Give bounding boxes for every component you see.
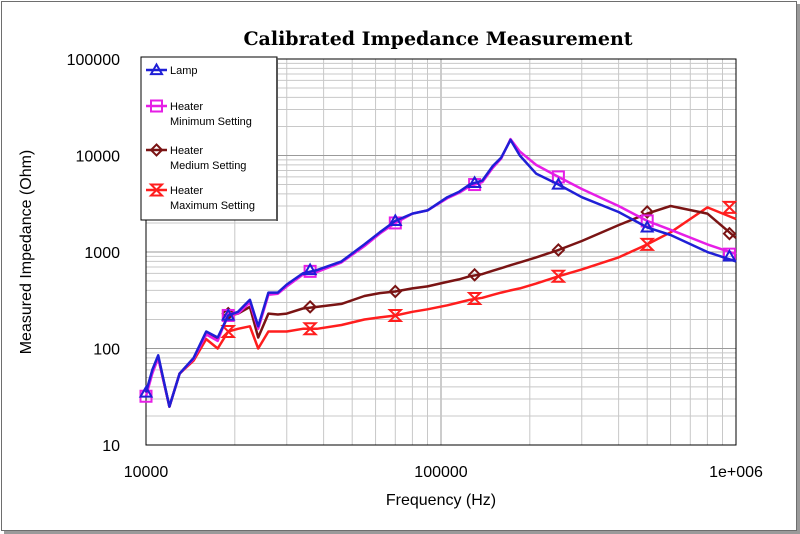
y-tick-label: 100000	[67, 52, 120, 69]
series-marker-heater-medium-setting	[640, 205, 655, 219]
series-marker-heater-medium-setting	[722, 226, 737, 241]
legend-label: Lamp	[170, 65, 198, 77]
y-axis-ticks: 10 100 1000 10000 100000	[67, 52, 120, 455]
series-marker-lamp	[551, 177, 566, 190]
series-marker-heater-maximum-setting	[466, 291, 483, 305]
series-layer	[138, 137, 738, 408]
series-marker-lamp	[302, 262, 318, 276]
y-axis-label: Measured Impedance (Ohm)	[18, 150, 35, 355]
series-marker-lamp	[722, 248, 737, 262]
legend-marker	[149, 143, 164, 157]
y-tick-label: 100	[93, 342, 120, 359]
series-marker-lamp	[138, 384, 154, 398]
series-marker-heater-maximum-setting	[639, 237, 656, 251]
series-marker-heater-medium-setting	[467, 267, 482, 282]
x-tick-label: 1e+006	[709, 464, 763, 481]
series-marker-heater-maximum-setting	[387, 308, 404, 322]
series-marker-heater-medium-setting	[551, 243, 566, 257]
legend-marker	[148, 183, 165, 197]
series-marker-lamp	[467, 175, 482, 189]
series-line-heater-maximum-setting	[144, 206, 737, 408]
series-lamp	[138, 138, 737, 408]
series-heater-maximum-setting	[144, 200, 738, 408]
x-axis-ticks: 10000 100000 1e+006	[124, 464, 763, 481]
legend-box	[140, 56, 278, 221]
series-marker-lamp	[639, 219, 655, 233]
legend-label: Medium Setting	[170, 160, 246, 172]
legend-label: Heater	[170, 145, 203, 157]
legend-label: Heater	[170, 185, 203, 197]
legend-label: Minimum Setting	[170, 116, 252, 128]
series-marker-lamp	[388, 213, 403, 227]
series-marker-heater-medium-setting	[388, 284, 403, 299]
series-line-lamp	[144, 138, 737, 408]
legend-entry-heater-minimum-setting: Heater Minimum Setting	[146, 99, 252, 128]
y-tick-label: 10	[102, 438, 120, 455]
series-marker-heater-maximum-setting	[302, 322, 319, 336]
legend-entry-lamp: Lamp	[146, 62, 198, 77]
legend-label: Heater	[170, 101, 203, 113]
legend-entry-heater-medium-setting: Heater Medium Setting	[146, 143, 246, 172]
legend-marker	[149, 62, 164, 76]
legend-marker	[150, 99, 163, 113]
series-marker-heater-maximum-setting	[721, 200, 738, 214]
plot-area	[145, 58, 737, 446]
series-marker-lamp	[221, 307, 236, 321]
x-tick-label: 10000	[124, 464, 169, 481]
y-tick-label: 1000	[84, 245, 120, 262]
series-marker-heater-medium-setting	[303, 299, 318, 314]
x-axis-label: Frequency (Hz)	[386, 492, 496, 509]
x-tick-label: 100000	[414, 464, 467, 481]
legend: Lamp Heater Minimum Setting Heater Medium Se…	[140, 56, 278, 221]
series-marker-heater-maximum-setting	[220, 325, 237, 339]
legend-entry-heater-maximum-setting: Heater Maximum Setting	[146, 183, 255, 212]
series-marker-heater-minimum-setting	[388, 216, 402, 230]
y-tick-label: 10000	[76, 149, 121, 166]
series-marker-heater-minimum-setting	[551, 170, 565, 184]
series-marker-heater-maximum-setting	[550, 269, 567, 283]
legend-label: Maximum Setting	[170, 200, 255, 212]
chart-title: Calibrated Impedance Measurement	[243, 28, 632, 50]
